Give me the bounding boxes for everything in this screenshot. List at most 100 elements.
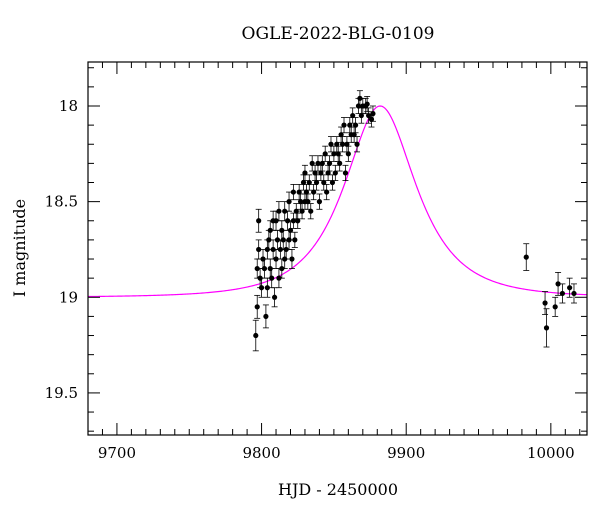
- data-point: [326, 155, 333, 172]
- data-marker: [328, 141, 334, 147]
- data-marker: [523, 254, 529, 260]
- data-marker: [345, 151, 351, 157]
- data-point: [252, 319, 259, 352]
- data-marker: [312, 170, 318, 176]
- data-marker: [339, 141, 346, 147]
- data-marker: [351, 132, 357, 138]
- data-marker: [352, 122, 359, 128]
- y-tick-label: 18: [59, 97, 78, 115]
- data-point: [358, 107, 365, 124]
- data-marker: [263, 313, 269, 320]
- x-axis-label: HJD - 2450000: [278, 480, 398, 499]
- data-marker: [338, 132, 344, 138]
- data-point: [291, 231, 298, 248]
- data-marker: [298, 199, 304, 205]
- data-marker: [308, 208, 314, 214]
- data-point: [559, 283, 566, 304]
- data-marker: [271, 294, 278, 300]
- data-marker: [358, 112, 364, 119]
- data-point: [329, 174, 336, 191]
- data-marker: [311, 189, 317, 195]
- data-marker: [264, 285, 270, 291]
- data-point: [322, 145, 329, 162]
- data-marker: [334, 141, 340, 147]
- data-point: [335, 145, 342, 162]
- data-marker: [309, 160, 315, 166]
- data-point: [299, 203, 306, 220]
- data-marker: [276, 208, 282, 214]
- data-point: [333, 136, 340, 153]
- data-point: [301, 164, 308, 181]
- data-marker: [365, 112, 372, 119]
- data-marker: [313, 179, 320, 186]
- data-point: [310, 184, 317, 201]
- data-marker: [341, 122, 347, 128]
- data-point: [304, 193, 311, 210]
- data-marker: [325, 170, 331, 176]
- data-marker: [256, 218, 262, 224]
- data-marker: [305, 199, 311, 205]
- x-tick-label: 10000: [527, 444, 575, 462]
- data-marker: [364, 101, 370, 107]
- data-point: [566, 277, 573, 298]
- data-marker: [571, 290, 577, 297]
- data-marker: [269, 275, 275, 281]
- data-point: [303, 184, 310, 201]
- data-point: [351, 126, 358, 143]
- data-point: [293, 203, 300, 220]
- data-point: [268, 268, 275, 289]
- data-point: [275, 201, 282, 222]
- data-marker: [300, 179, 307, 186]
- x-tick-label: 9800: [242, 444, 280, 462]
- data-marker: [342, 170, 349, 176]
- data-point: [312, 164, 319, 181]
- data-point: [543, 308, 550, 348]
- data-marker: [552, 304, 558, 310]
- data-point: [369, 105, 376, 122]
- data-point: [286, 191, 293, 212]
- x-tick-label: 9700: [98, 444, 136, 462]
- data-marker: [332, 170, 338, 176]
- data-marker: [295, 218, 301, 224]
- data-marker: [318, 170, 324, 176]
- data-point: [332, 164, 339, 181]
- data-point: [294, 212, 301, 229]
- data-marker: [299, 208, 305, 214]
- data-point: [290, 184, 297, 201]
- data-marker: [344, 141, 350, 147]
- data-point: [570, 283, 577, 304]
- data-marker: [331, 151, 337, 157]
- data-marker: [329, 179, 336, 186]
- data-point: [319, 155, 326, 172]
- data-marker: [322, 151, 328, 157]
- data-point: [317, 164, 324, 181]
- data-marker: [559, 290, 566, 297]
- data-point: [349, 107, 356, 124]
- axis-ticks: 9700 9800 9900 10000 18 18.5 19 19.5: [45, 62, 587, 462]
- data-marker: [296, 189, 302, 195]
- y-tick-label: 18.5: [45, 193, 78, 211]
- data-point: [307, 203, 314, 220]
- data-point: [271, 287, 278, 308]
- data-point: [309, 155, 316, 172]
- y-tick-label: 19.5: [45, 384, 78, 402]
- data-point: [254, 294, 261, 319]
- data-point: [296, 184, 303, 201]
- data-point: [346, 117, 353, 134]
- data-point: [555, 272, 562, 296]
- data-marker: [350, 112, 356, 119]
- data-point: [338, 126, 345, 143]
- data-point: [542, 291, 549, 315]
- data-marker: [347, 122, 353, 128]
- model-curve-layer: [87, 105, 588, 298]
- data-point: [327, 136, 334, 153]
- data-point: [261, 258, 268, 279]
- data-point: [258, 277, 265, 298]
- data-marker: [287, 227, 294, 233]
- data-marker: [319, 160, 325, 166]
- data-marker: [321, 179, 327, 186]
- data-point: [343, 136, 350, 153]
- data-point: [306, 174, 313, 191]
- chart-title: OGLE-2022-BLG-0109: [242, 24, 435, 44]
- data-marker: [315, 160, 321, 166]
